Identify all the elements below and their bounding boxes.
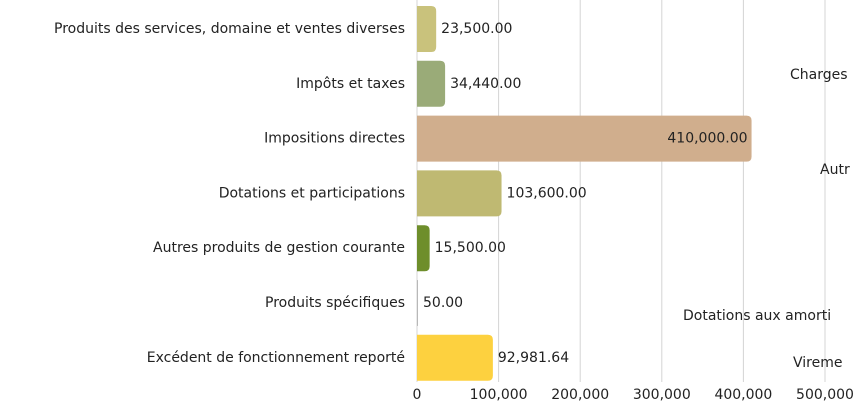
category-label: Dotations et participations <box>219 185 405 201</box>
x-tick-label: 0 <box>413 387 422 403</box>
x-tick-label: 100,000 <box>470 387 528 403</box>
value-label: 410,000.00 <box>667 131 747 147</box>
category-label: Autres produits de gestion courante <box>153 240 405 256</box>
value-label: 50.00 <box>423 295 463 311</box>
bar <box>417 334 493 381</box>
clipped-label: Autr <box>820 162 850 178</box>
x-tick-label: 200,000 <box>551 387 609 403</box>
x-tick-label: 400,000 <box>714 387 772 403</box>
bar <box>417 6 437 52</box>
category-label: Impôts et taxes <box>296 76 405 92</box>
bar <box>417 115 752 162</box>
category-label: Produits spécifiques <box>265 295 405 311</box>
bar <box>417 225 430 272</box>
clipped-label: Charges <box>790 67 848 83</box>
value-label: 23,500.00 <box>441 21 512 37</box>
value-label: 15,500.00 <box>435 240 506 256</box>
category-label: Impositions directes <box>264 131 405 147</box>
x-tick-label: 300,000 <box>633 387 691 403</box>
x-tick-label: 500,000 <box>796 387 853 403</box>
value-label: 92,981.64 <box>498 350 569 366</box>
category-label: Produits des services, domaine et ventes… <box>54 21 405 37</box>
clipped-label: Dotations aux amorti <box>683 308 831 324</box>
bar <box>417 170 502 217</box>
clipped-label: Vireme <box>793 355 842 371</box>
value-label: 34,440.00 <box>450 76 521 92</box>
bar <box>417 60 446 107</box>
category-label: Excédent de fonctionnement reporté <box>147 350 405 366</box>
bar <box>417 280 418 326</box>
value-label: 103,600.00 <box>507 185 587 201</box>
